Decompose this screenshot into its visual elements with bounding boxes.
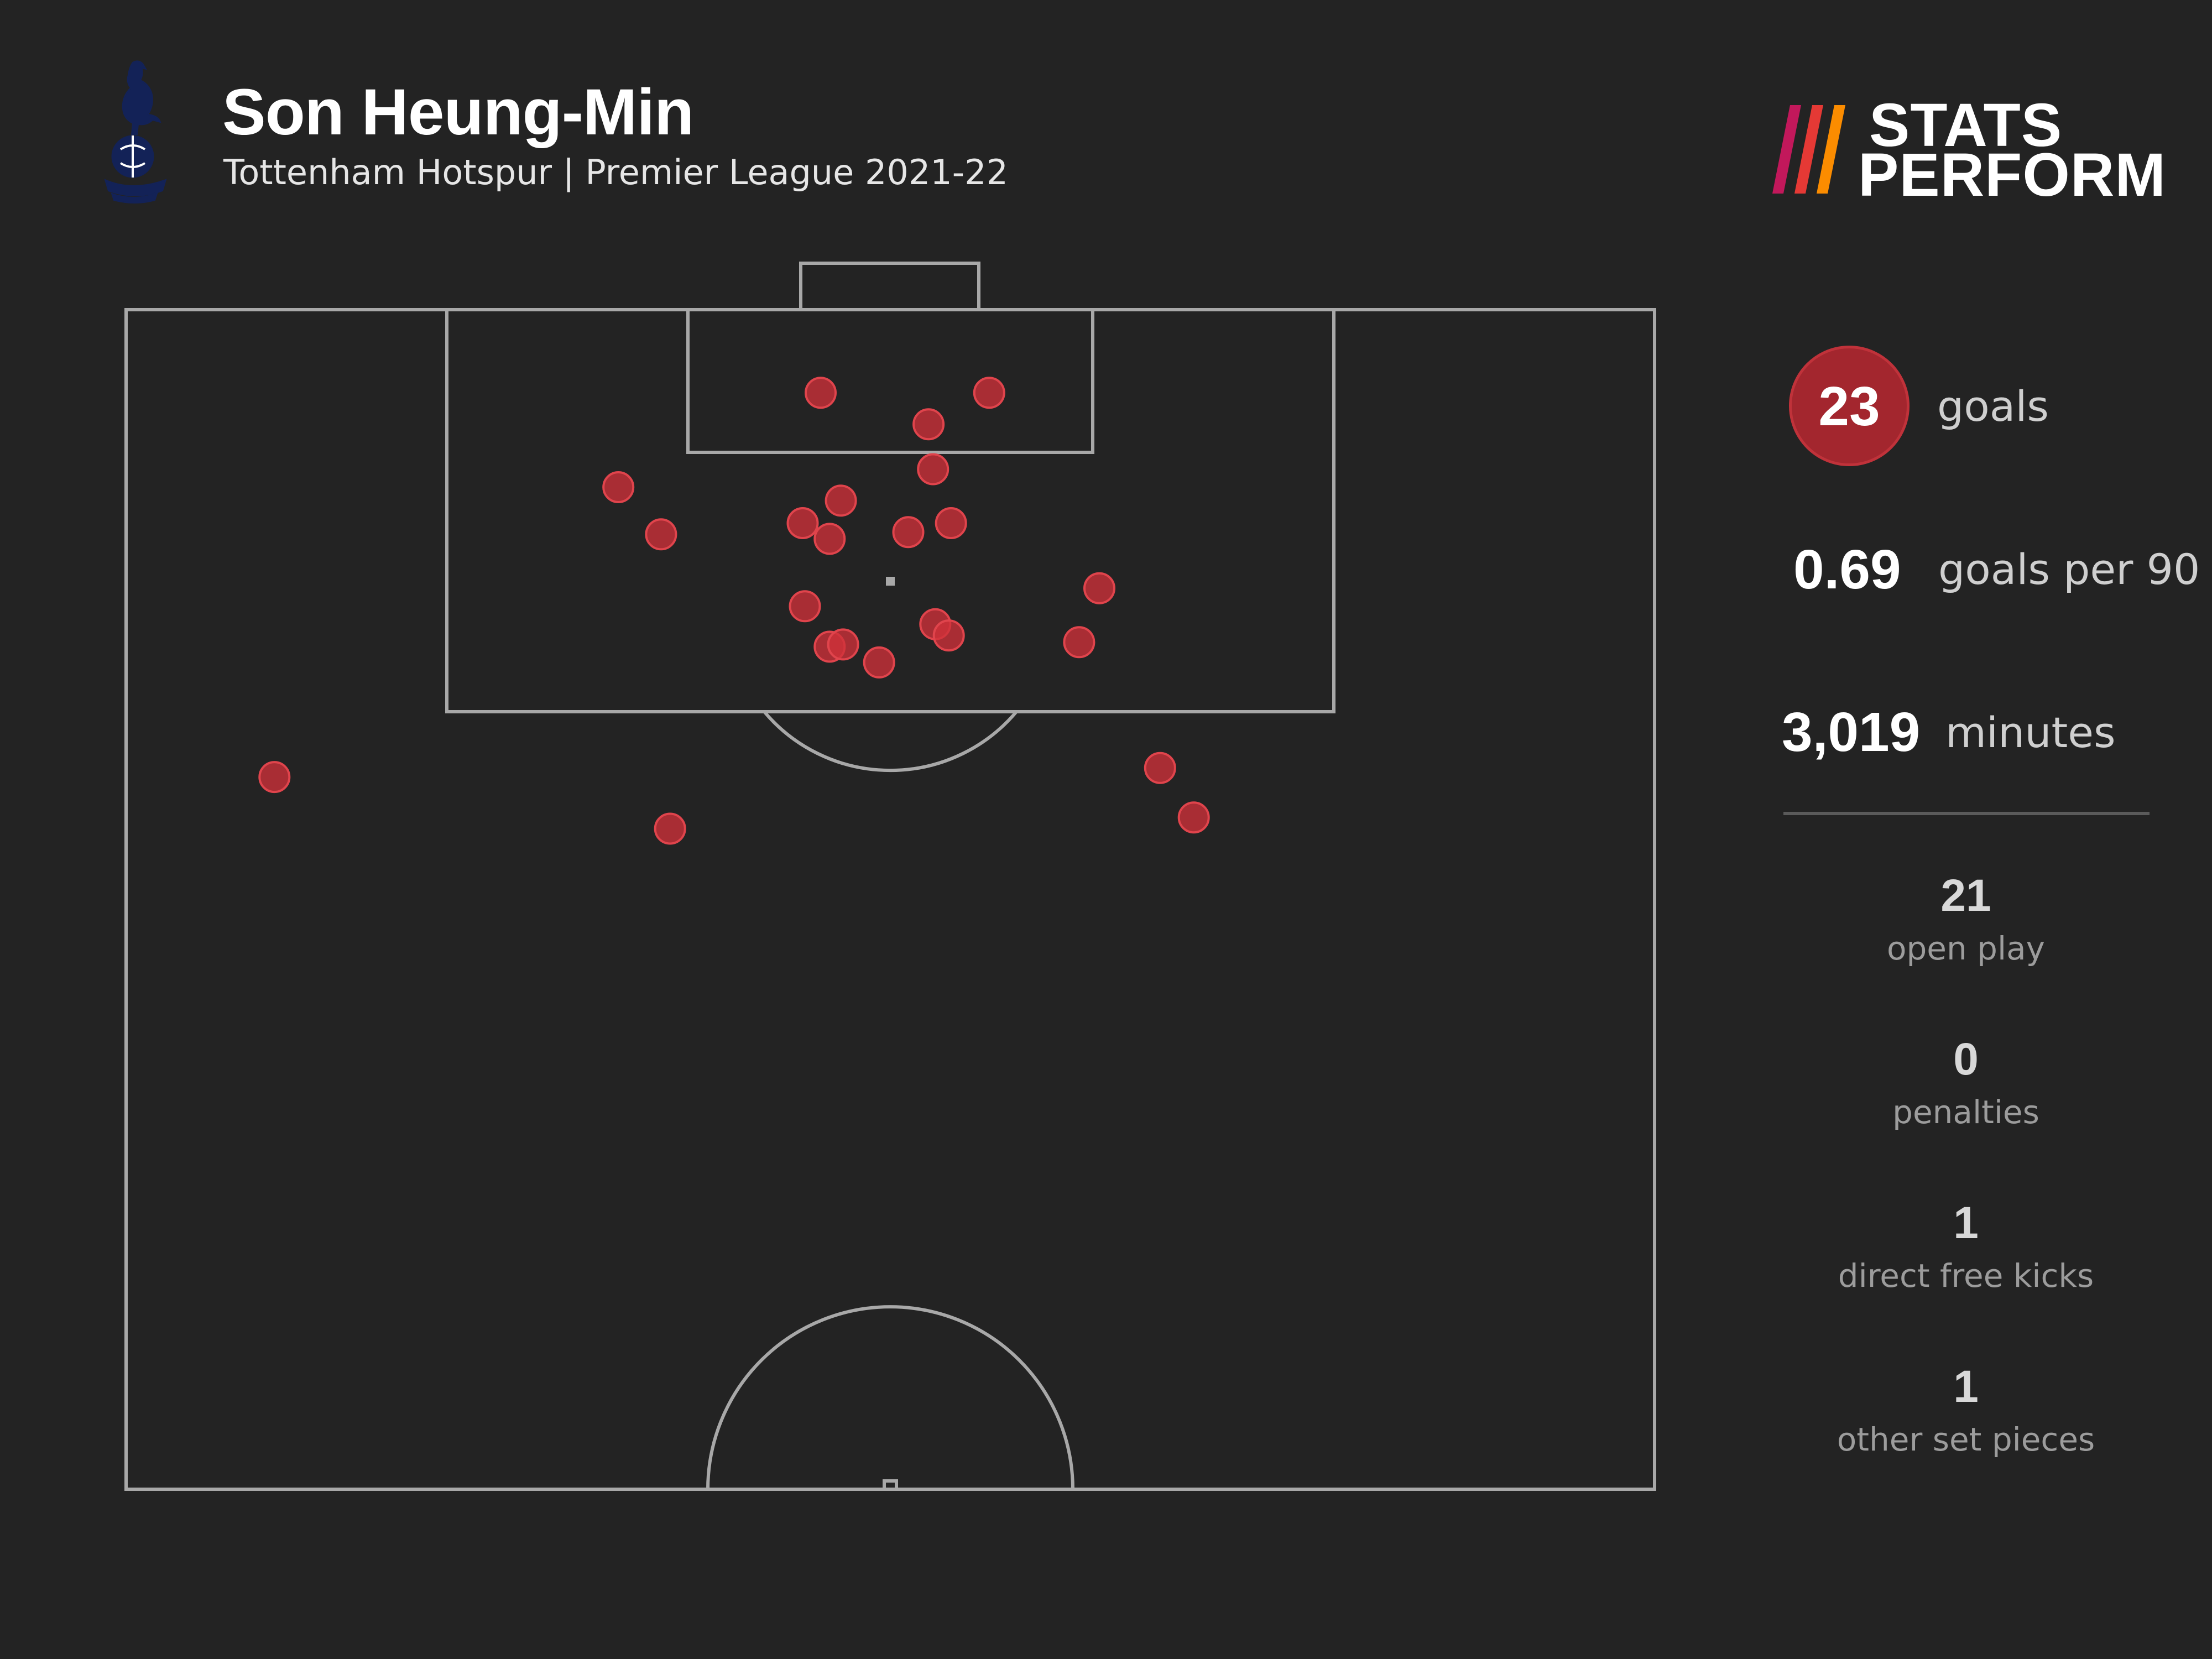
goal-marker <box>827 628 859 661</box>
brand-stripe <box>1772 105 1801 194</box>
breakdown-penalties: 0 penalties <box>1800 1032 2132 1134</box>
player-name: Son Heung-Min <box>222 76 694 149</box>
breakdown-value: 0 <box>1953 1034 1979 1084</box>
pitch-outline <box>124 308 1656 1491</box>
breakdown-value: 1 <box>1953 1361 1979 1412</box>
goal-marker <box>1177 801 1210 834</box>
stats-perform-logo-icon <box>1772 105 1845 194</box>
goal-marker <box>917 453 950 486</box>
penalty-spot <box>886 577 895 586</box>
goal-marker <box>973 377 1005 409</box>
goal-marker <box>892 516 925 549</box>
goal-marker <box>258 761 291 794</box>
centre-circle-arc <box>706 1305 1074 1490</box>
breakdown-value: 21 <box>1940 870 1991 921</box>
breakdown-label: direct free kicks <box>1838 1257 2094 1295</box>
goal-marker <box>1063 626 1095 659</box>
goal-marker <box>645 518 677 551</box>
goal-frame <box>799 262 980 311</box>
goal-marker <box>1144 752 1176 784</box>
goals-value: 23 <box>1818 375 1880 437</box>
stats-divider <box>1783 812 2150 815</box>
minutes-value: 3,019 <box>1782 701 1921 763</box>
minutes-label: minutes <box>1945 708 2116 757</box>
brand-stripe <box>1817 105 1845 194</box>
breakdown-label: other set pieces <box>1837 1421 2095 1458</box>
breakdown-value: 1 <box>1953 1198 1979 1248</box>
goal-marker <box>805 377 837 409</box>
goal-marker <box>786 507 819 539</box>
goal-marker <box>825 484 857 517</box>
goal-marker <box>863 646 895 679</box>
goals-per-90-value: 0.69 <box>1793 539 1901 601</box>
goal-markers <box>258 377 1210 845</box>
goal-marker <box>935 507 967 539</box>
goal-marker <box>789 590 821 623</box>
club-and-season: Tottenham Hotspur | Premier League 2021-… <box>223 152 1009 192</box>
goals-label: goals <box>1937 382 2049 431</box>
breakdown-label: penalties <box>1892 1093 2039 1131</box>
six-yard-box <box>686 308 1094 454</box>
goal-marker <box>1083 572 1115 604</box>
brand-stripe <box>1794 105 1823 194</box>
goal-marker <box>912 408 945 441</box>
brand-name-line-2: PERFORM <box>1858 141 2166 209</box>
goal-marker <box>602 471 635 503</box>
tottenham-crest-icon <box>104 60 167 204</box>
brand-name-line-1: STATS <box>1869 91 2063 159</box>
goals-highlight-circle <box>1789 346 1910 466</box>
breakdown-label: open play <box>1887 930 2045 967</box>
goals-per-90-label: goals per 90 <box>1938 545 2200 594</box>
breakdown-open-play: 21 open play <box>1800 868 2132 971</box>
goal-marker <box>932 619 965 652</box>
goal-marker <box>654 812 686 845</box>
breakdown-other-set-pieces: 1 other set pieces <box>1800 1359 2132 1462</box>
breakdown-direct-free-kicks: 1 direct free kicks <box>1800 1196 2132 1298</box>
centre-spot <box>883 1479 898 1491</box>
goal-marker <box>813 523 846 555</box>
penalty-arc <box>763 711 1018 773</box>
